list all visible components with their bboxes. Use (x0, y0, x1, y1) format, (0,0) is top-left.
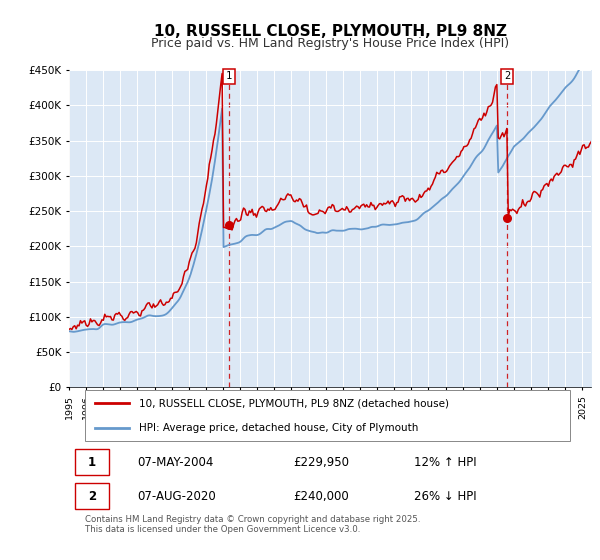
Text: 12% ↑ HPI: 12% ↑ HPI (413, 456, 476, 469)
Text: Contains HM Land Registry data © Crown copyright and database right 2025.
This d: Contains HM Land Registry data © Crown c… (85, 515, 420, 534)
Text: 10, RUSSELL CLOSE, PLYMOUTH, PL9 8NZ: 10, RUSSELL CLOSE, PLYMOUTH, PL9 8NZ (154, 24, 506, 39)
Text: 2: 2 (88, 490, 96, 503)
Text: HPI: Average price, detached house, City of Plymouth: HPI: Average price, detached house, City… (139, 423, 419, 433)
Text: 26% ↓ HPI: 26% ↓ HPI (413, 490, 476, 503)
FancyBboxPatch shape (85, 390, 570, 441)
Text: 2: 2 (504, 71, 510, 81)
Text: 1: 1 (226, 71, 232, 81)
Text: 07-AUG-2020: 07-AUG-2020 (137, 490, 215, 503)
FancyBboxPatch shape (75, 483, 109, 510)
Text: £240,000: £240,000 (293, 490, 349, 503)
Text: 10, RUSSELL CLOSE, PLYMOUTH, PL9 8NZ (detached house): 10, RUSSELL CLOSE, PLYMOUTH, PL9 8NZ (de… (139, 398, 449, 408)
Text: 07-MAY-2004: 07-MAY-2004 (137, 456, 213, 469)
FancyBboxPatch shape (75, 449, 109, 475)
Text: £229,950: £229,950 (293, 456, 349, 469)
Text: 1: 1 (88, 456, 96, 469)
Text: Price paid vs. HM Land Registry's House Price Index (HPI): Price paid vs. HM Land Registry's House … (151, 38, 509, 50)
